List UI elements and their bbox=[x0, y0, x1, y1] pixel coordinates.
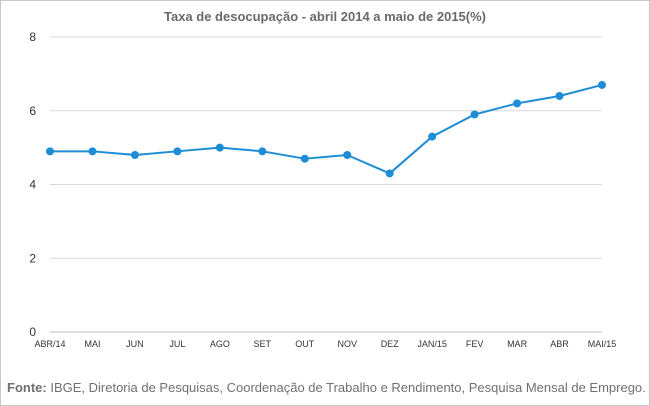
x-tick-label: JUL bbox=[169, 339, 185, 349]
y-tick-label: 6 bbox=[29, 104, 36, 118]
data-point bbox=[173, 147, 182, 156]
x-tick-label: JUN bbox=[126, 339, 144, 349]
data-point bbox=[470, 110, 479, 119]
data-point bbox=[555, 92, 564, 100]
data-point bbox=[258, 147, 267, 156]
x-tick-label: ABR/14 bbox=[34, 339, 65, 349]
x-tick-label: MAI bbox=[84, 339, 100, 349]
data-point bbox=[46, 147, 54, 156]
series-line bbox=[50, 83, 603, 175]
y-tick-label: 4 bbox=[29, 178, 36, 192]
x-tick-label: JAN/15 bbox=[417, 339, 447, 349]
source-label: Fonte: bbox=[7, 380, 47, 395]
x-tick-label: SET bbox=[254, 339, 272, 349]
x-tick-label: NOV bbox=[337, 339, 357, 349]
source-note: Fonte: IBGE, Diretoria de Pesquisas, Coo… bbox=[7, 380, 646, 395]
data-point bbox=[215, 143, 224, 152]
y-tick-label: 8 bbox=[29, 30, 36, 44]
data-point bbox=[130, 151, 139, 159]
data-point bbox=[385, 169, 394, 178]
x-tick-label: OUT bbox=[295, 339, 315, 349]
data-point bbox=[300, 154, 309, 163]
x-tick-label: DEZ bbox=[381, 339, 400, 349]
data-point bbox=[343, 151, 352, 159]
chart-title: Taxa de desocupação - abril 2014 a maio … bbox=[163, 9, 486, 24]
source-text: IBGE, Diretoria de Pesquisas, Coordenaçã… bbox=[46, 380, 646, 395]
data-point bbox=[88, 147, 97, 156]
data-point bbox=[428, 132, 437, 141]
x-tick-label: ABR bbox=[550, 339, 569, 349]
data-point bbox=[513, 99, 522, 108]
x-tick-label: AGO bbox=[210, 339, 230, 349]
y-tick-label: 2 bbox=[29, 251, 36, 265]
x-tick-label: MAI/15 bbox=[588, 339, 617, 349]
data-point bbox=[598, 80, 606, 89]
x-tick-label: MAR bbox=[507, 339, 528, 349]
y-tick-label: 0 bbox=[29, 325, 36, 339]
x-tick-label: FEV bbox=[466, 339, 484, 349]
